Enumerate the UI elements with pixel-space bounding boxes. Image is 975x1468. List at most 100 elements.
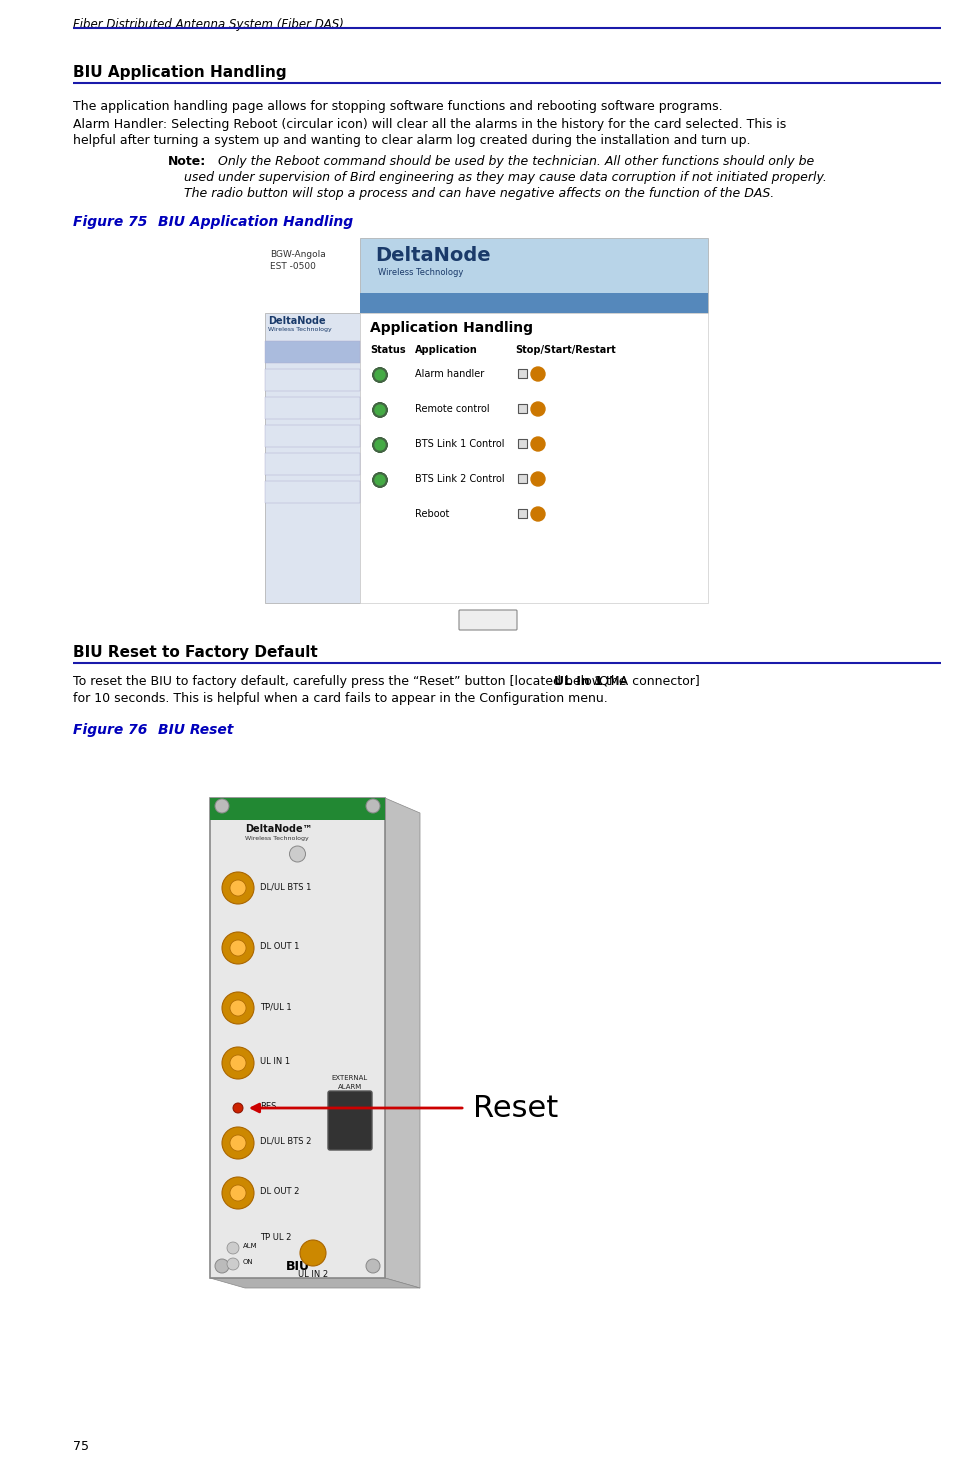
- FancyBboxPatch shape: [518, 509, 527, 518]
- Circle shape: [373, 368, 387, 382]
- Circle shape: [531, 402, 545, 415]
- Text: ON: ON: [243, 1260, 254, 1265]
- Circle shape: [215, 799, 229, 813]
- Circle shape: [222, 1177, 254, 1210]
- Circle shape: [230, 879, 246, 895]
- FancyBboxPatch shape: [360, 313, 708, 603]
- Text: Home: Home: [370, 297, 397, 305]
- Text: The radio button will stop a process and can have negative affects on the functi: The radio button will stop a process and…: [184, 186, 774, 200]
- Text: Wireless Technology: Wireless Technology: [245, 835, 309, 841]
- Text: Board: Board: [269, 429, 293, 437]
- Circle shape: [373, 437, 387, 452]
- Circle shape: [531, 506, 545, 521]
- FancyBboxPatch shape: [210, 799, 385, 821]
- Text: Only the Reboot command should be used by the technician. All other functions sh: Only the Reboot command should be used b…: [210, 156, 814, 167]
- Text: RF Units: RF Units: [510, 297, 547, 305]
- Circle shape: [373, 437, 387, 452]
- Text: The application handling page allows for stopping software functions and rebooti: The application handling page allows for…: [73, 100, 722, 113]
- Text: BTS Link 2 Control: BTS Link 2 Control: [415, 474, 505, 484]
- Circle shape: [230, 1000, 246, 1016]
- Text: RES: RES: [260, 1102, 276, 1111]
- Text: BIU Reset to Factory Default: BIU Reset to Factory Default: [73, 644, 318, 661]
- Circle shape: [300, 1240, 326, 1265]
- FancyBboxPatch shape: [518, 439, 527, 448]
- FancyBboxPatch shape: [459, 611, 517, 630]
- FancyBboxPatch shape: [518, 368, 527, 377]
- Text: helpful after turning a system up and wanting to clear alarm log created during : helpful after turning a system up and wa…: [73, 134, 751, 147]
- FancyBboxPatch shape: [518, 404, 527, 413]
- Text: Remote control: Remote control: [415, 404, 489, 414]
- Circle shape: [227, 1258, 239, 1270]
- Circle shape: [531, 473, 545, 486]
- Text: EXTERNAL: EXTERNAL: [332, 1075, 369, 1080]
- Circle shape: [366, 799, 380, 813]
- Text: BIU: BIU: [286, 1260, 309, 1273]
- FancyBboxPatch shape: [210, 799, 385, 1279]
- FancyBboxPatch shape: [265, 313, 360, 603]
- Text: Alarm Handler: Selecting Reboot (circular icon) will clear all the alarms in the: Alarm Handler: Selecting Reboot (circula…: [73, 117, 787, 131]
- Text: Application Handling: Application Handling: [370, 321, 533, 335]
- FancyBboxPatch shape: [328, 1091, 372, 1149]
- Text: DeltaNode: DeltaNode: [375, 247, 490, 266]
- Text: Network view: Network view: [425, 297, 487, 305]
- Text: Reboot: Reboot: [415, 509, 449, 520]
- Circle shape: [373, 473, 387, 487]
- Text: Advanced: Advanced: [269, 484, 311, 495]
- Circle shape: [531, 367, 545, 382]
- Text: Wireless Technology: Wireless Technology: [268, 327, 332, 332]
- FancyBboxPatch shape: [360, 238, 708, 313]
- Text: RF 1: RF 1: [269, 373, 288, 382]
- Circle shape: [230, 1185, 246, 1201]
- Text: Figure 76: Figure 76: [73, 724, 147, 737]
- Text: BIU-PCS1900: BIU-PCS1900: [269, 345, 324, 354]
- Circle shape: [230, 1055, 246, 1072]
- Text: for 10 seconds. This is helpful when a card fails to appear in the Configuration: for 10 seconds. This is helpful when a c…: [73, 691, 607, 705]
- Circle shape: [373, 404, 387, 417]
- Circle shape: [375, 440, 385, 451]
- Text: Alarms and Events: Alarms and Events: [269, 457, 348, 465]
- Text: RF 2: RF 2: [269, 401, 288, 410]
- Circle shape: [373, 368, 387, 382]
- Text: Refresh: Refresh: [470, 617, 506, 625]
- Circle shape: [290, 846, 305, 862]
- Polygon shape: [210, 1279, 420, 1287]
- Text: Alarm handler: Alarm handler: [415, 368, 485, 379]
- Circle shape: [373, 404, 387, 417]
- Text: To reset the BIU to factory default, carefully press the “Reset” button [located: To reset the BIU to factory default, car…: [73, 675, 631, 688]
- Text: ▶: ▶: [350, 459, 354, 465]
- Circle shape: [375, 405, 385, 415]
- Text: ▶: ▶: [350, 487, 354, 493]
- Text: ALM: ALM: [243, 1243, 257, 1249]
- Text: used under supervision of Bird engineering as they may cause data corruption if : used under supervision of Bird engineeri…: [184, 170, 827, 184]
- Text: UL In 1: UL In 1: [554, 675, 603, 688]
- FancyBboxPatch shape: [265, 454, 360, 476]
- Circle shape: [230, 1135, 246, 1151]
- Text: BIU Application Handling: BIU Application Handling: [73, 65, 287, 79]
- FancyBboxPatch shape: [265, 396, 360, 418]
- Text: QMA connector]: QMA connector]: [595, 675, 700, 688]
- Text: BGW-Angola: BGW-Angola: [270, 250, 326, 258]
- Circle shape: [222, 932, 254, 964]
- Text: ALARM: ALARM: [338, 1083, 362, 1091]
- FancyBboxPatch shape: [360, 294, 708, 313]
- Circle shape: [373, 437, 387, 452]
- Text: BIU Application Handling: BIU Application Handling: [158, 214, 353, 229]
- Circle shape: [373, 404, 387, 417]
- Circle shape: [531, 437, 545, 451]
- Circle shape: [222, 992, 254, 1025]
- Text: ▶: ▶: [350, 376, 354, 382]
- Circle shape: [375, 370, 385, 380]
- Text: BIU Reset: BIU Reset: [158, 724, 233, 737]
- Text: BTS Link 1 Control: BTS Link 1 Control: [415, 439, 504, 449]
- Text: Note:: Note:: [168, 156, 207, 167]
- Text: Stop/Start/Restart: Stop/Start/Restart: [515, 345, 616, 355]
- Text: Application: Application: [415, 345, 478, 355]
- Text: DL OUT 1: DL OUT 1: [260, 942, 299, 951]
- Text: DL/UL BTS 1: DL/UL BTS 1: [260, 882, 311, 891]
- Circle shape: [373, 368, 387, 382]
- Circle shape: [373, 473, 387, 487]
- Circle shape: [222, 1047, 254, 1079]
- FancyBboxPatch shape: [518, 474, 527, 483]
- Text: DeltaNode: DeltaNode: [268, 316, 326, 326]
- Text: Fiber Distributed Antenna System (Fiber DAS): Fiber Distributed Antenna System (Fiber …: [73, 18, 344, 31]
